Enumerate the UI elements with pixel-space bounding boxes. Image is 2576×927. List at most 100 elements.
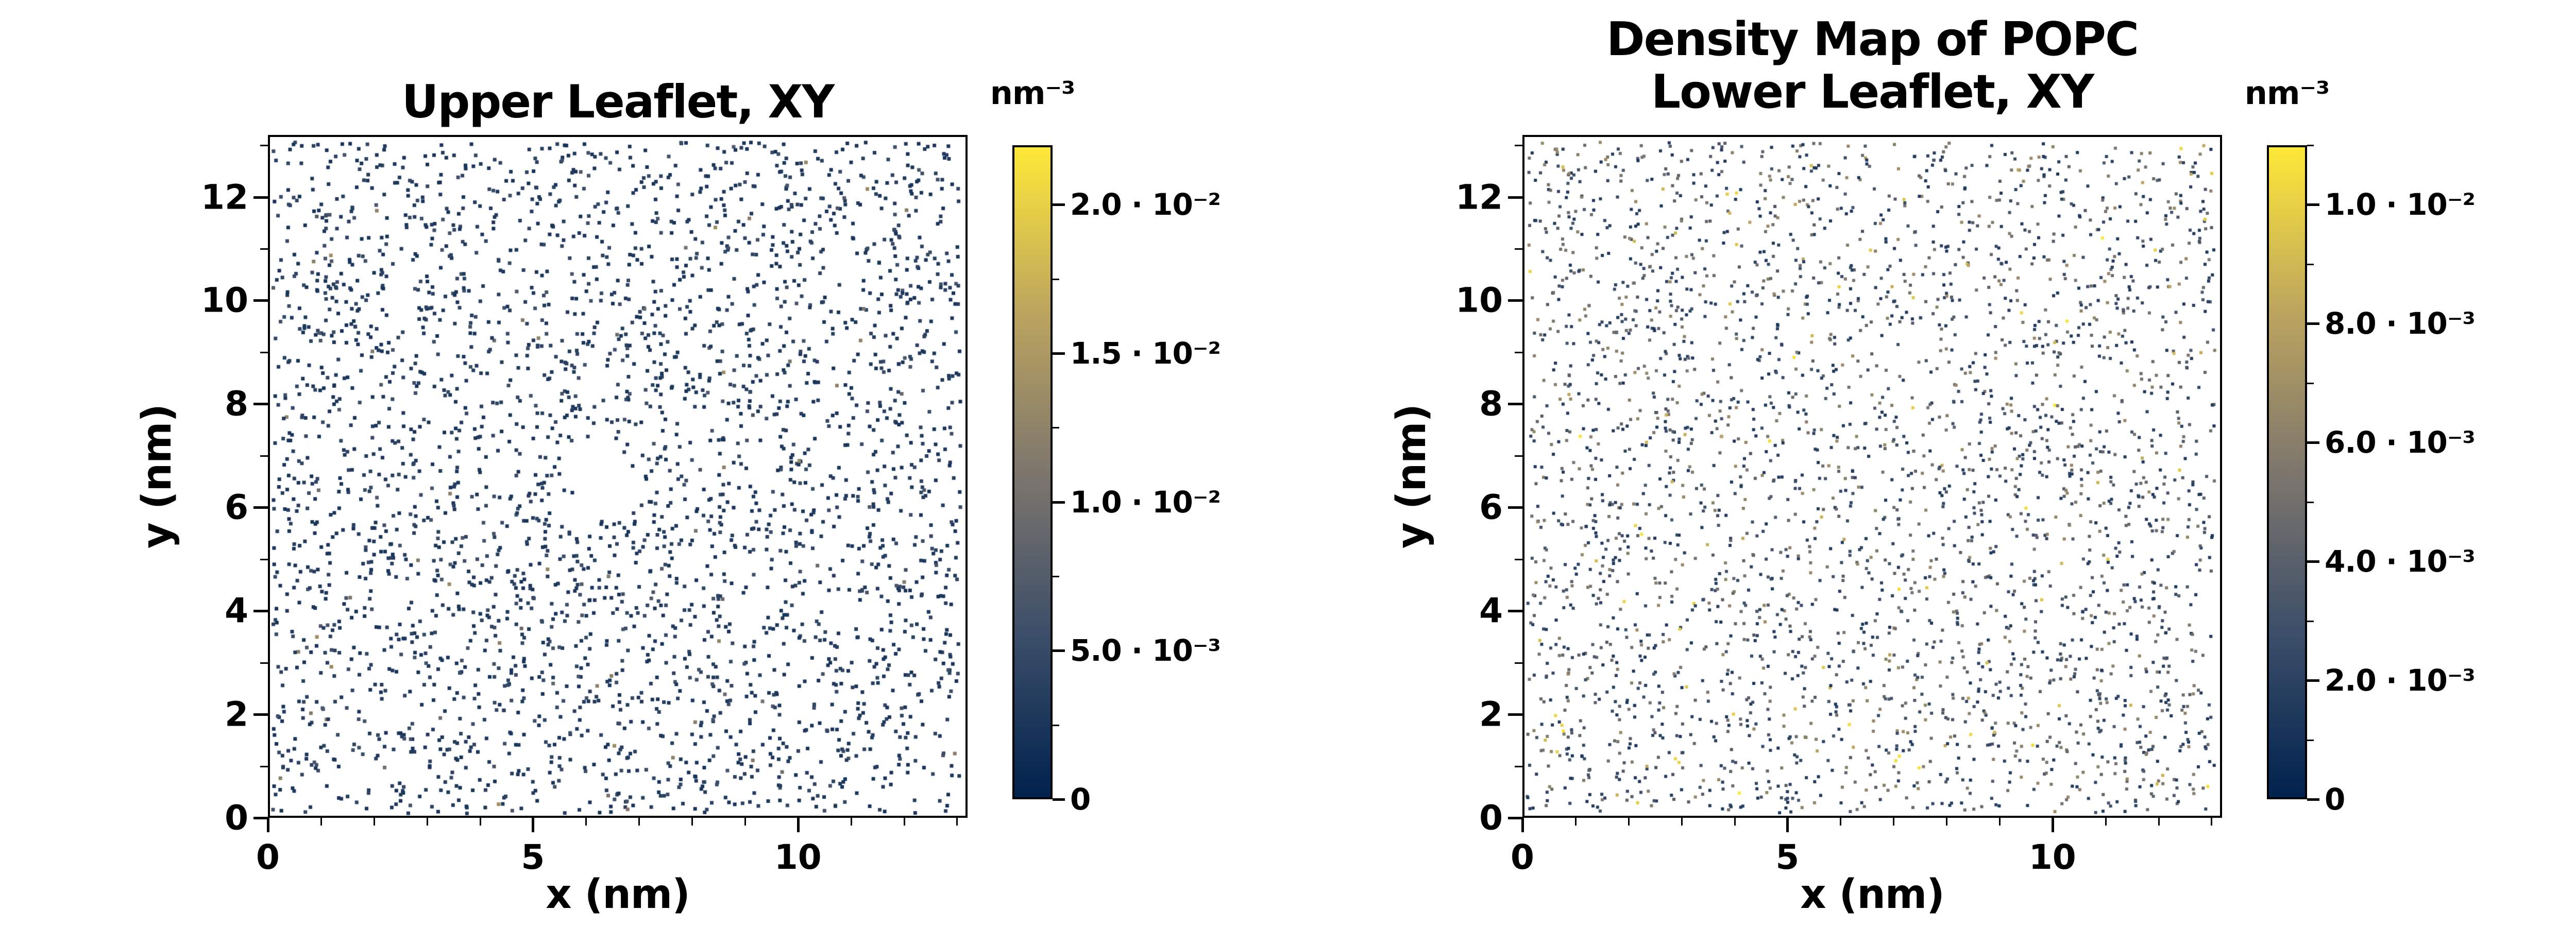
y-minor-tick xyxy=(260,662,268,664)
x-minor-tick xyxy=(903,818,905,826)
x-major-tick xyxy=(1521,818,1524,832)
x-minor-tick xyxy=(691,818,693,826)
panel2-colorbar xyxy=(2267,145,2307,799)
colorbar-minor-tick xyxy=(2307,501,2314,503)
colorbar-tick-label: 0 xyxy=(1070,782,1091,817)
colorbar-major-tick xyxy=(2307,560,2319,563)
panel1-plot-area xyxy=(268,135,968,818)
y-tick-label: 2 xyxy=(1479,694,1503,734)
x-major-tick xyxy=(267,818,269,832)
x-major-tick xyxy=(1786,818,1789,832)
y-minor-tick xyxy=(1515,455,1522,457)
x-minor-tick xyxy=(2158,818,2160,826)
x-minor-tick xyxy=(850,818,852,826)
panel1-xaxis-label: x (nm) xyxy=(546,871,690,918)
y-major-tick xyxy=(253,817,268,819)
panel1-scatter-canvas xyxy=(270,137,965,816)
x-major-tick xyxy=(796,818,800,832)
y-tick-label: 6 xyxy=(1479,487,1503,527)
y-major-tick xyxy=(253,196,268,199)
x-minor-tick xyxy=(1840,818,1842,826)
colorbar-minor-tick xyxy=(2307,263,2314,265)
colorbar-tick-label: 8.0 · 10⁻³ xyxy=(2325,306,2476,341)
y-minor-tick xyxy=(1515,662,1522,664)
x-tick-label: 5 xyxy=(1775,837,1800,877)
y-major-tick xyxy=(1508,817,1522,819)
x-minor-tick xyxy=(479,818,481,826)
y-minor-tick xyxy=(260,351,268,353)
y-minor-tick xyxy=(1515,351,1522,353)
y-tick-label: 0 xyxy=(1479,798,1503,838)
colorbar-major-tick xyxy=(1053,501,1065,504)
x-minor-tick xyxy=(956,818,958,826)
x-minor-tick xyxy=(585,818,587,826)
colorbar-minor-tick xyxy=(2307,739,2314,741)
panel2-scatter-canvas xyxy=(1524,137,2220,816)
panel1-colorbar xyxy=(1012,145,1053,799)
x-minor-tick xyxy=(1574,818,1577,826)
y-major-tick xyxy=(1508,299,1522,302)
x-minor-tick xyxy=(638,818,640,826)
colorbar-minor-tick xyxy=(1053,278,1059,280)
y-major-tick xyxy=(253,506,268,509)
x-minor-tick xyxy=(426,818,428,826)
x-tick-label: 0 xyxy=(1511,837,1534,877)
colorbar-minor-tick xyxy=(2307,145,2314,146)
y-tick-label: 4 xyxy=(225,591,248,631)
colorbar-major-tick xyxy=(2307,322,2319,325)
y-tick-label: 12 xyxy=(201,177,248,217)
y-major-tick xyxy=(253,713,268,716)
y-tick-label: 8 xyxy=(1479,384,1503,424)
colorbar-tick-label: 4.0 · 10⁻³ xyxy=(2325,544,2476,579)
panel1-title: Upper Leaflet, XY xyxy=(401,75,835,128)
y-major-tick xyxy=(1508,713,1522,716)
x-minor-tick xyxy=(1893,818,1895,826)
x-minor-tick xyxy=(373,818,375,826)
x-minor-tick xyxy=(1946,818,1948,826)
colorbar-tick-label: 2.0 · 10⁻² xyxy=(1070,187,1221,222)
y-tick-label: 12 xyxy=(1455,177,1503,217)
x-minor-tick xyxy=(1998,818,2001,826)
y-minor-tick xyxy=(260,455,268,457)
panel2-colorbar-unit: nm⁻³ xyxy=(2244,74,2330,112)
colorbar-tick-label: 1.5 · 10⁻² xyxy=(1070,336,1221,371)
y-major-tick xyxy=(253,610,268,613)
colorbar-tick-label: 1.0 · 10⁻² xyxy=(2325,187,2476,222)
panel2-title: Lower Leaflet, XY xyxy=(1651,65,2094,119)
y-minor-tick xyxy=(260,765,268,767)
colorbar-minor-tick xyxy=(1053,427,1059,429)
x-minor-tick xyxy=(2211,818,2213,826)
colorbar-minor-tick xyxy=(2307,620,2314,622)
panel2-plot-area xyxy=(1522,135,2222,818)
y-major-tick xyxy=(253,299,268,302)
x-tick-label: 5 xyxy=(521,837,545,877)
colorbar-major-tick xyxy=(1053,649,1065,653)
colorbar-major-tick xyxy=(2307,798,2319,801)
colorbar-major-tick xyxy=(2307,679,2319,682)
colorbar-tick-label: 1.0 · 10⁻² xyxy=(1070,484,1221,520)
colorbar-major-tick xyxy=(1053,352,1065,355)
figure-suptitle: Density Map of POPC xyxy=(1606,12,2139,66)
colorbar-minor-tick xyxy=(1053,576,1059,578)
x-minor-tick xyxy=(320,818,322,826)
x-minor-tick xyxy=(1628,818,1630,826)
colorbar-major-tick xyxy=(1053,203,1065,207)
x-tick-label: 10 xyxy=(774,837,822,877)
y-major-tick xyxy=(1508,506,1522,509)
y-major-tick xyxy=(1508,610,1522,613)
y-minor-tick xyxy=(1515,145,1522,147)
x-minor-tick xyxy=(2105,818,2107,826)
y-tick-label: 2 xyxy=(225,694,248,734)
y-major-tick xyxy=(1508,403,1522,406)
colorbar-tick-label: 0 xyxy=(2325,782,2345,817)
y-tick-label: 4 xyxy=(1479,591,1503,631)
colorbar-major-tick xyxy=(2307,441,2319,444)
colorbar-tick-label: 5.0 · 10⁻³ xyxy=(1070,633,1221,668)
colorbar-major-tick xyxy=(1053,798,1065,801)
colorbar-minor-tick xyxy=(2307,382,2314,384)
x-minor-tick xyxy=(744,818,746,826)
y-major-tick xyxy=(253,403,268,406)
y-minor-tick xyxy=(260,558,268,560)
panel2-xaxis-label: x (nm) xyxy=(1800,871,1945,918)
colorbar-tick-label: 2.0 · 10⁻³ xyxy=(2325,663,2476,698)
